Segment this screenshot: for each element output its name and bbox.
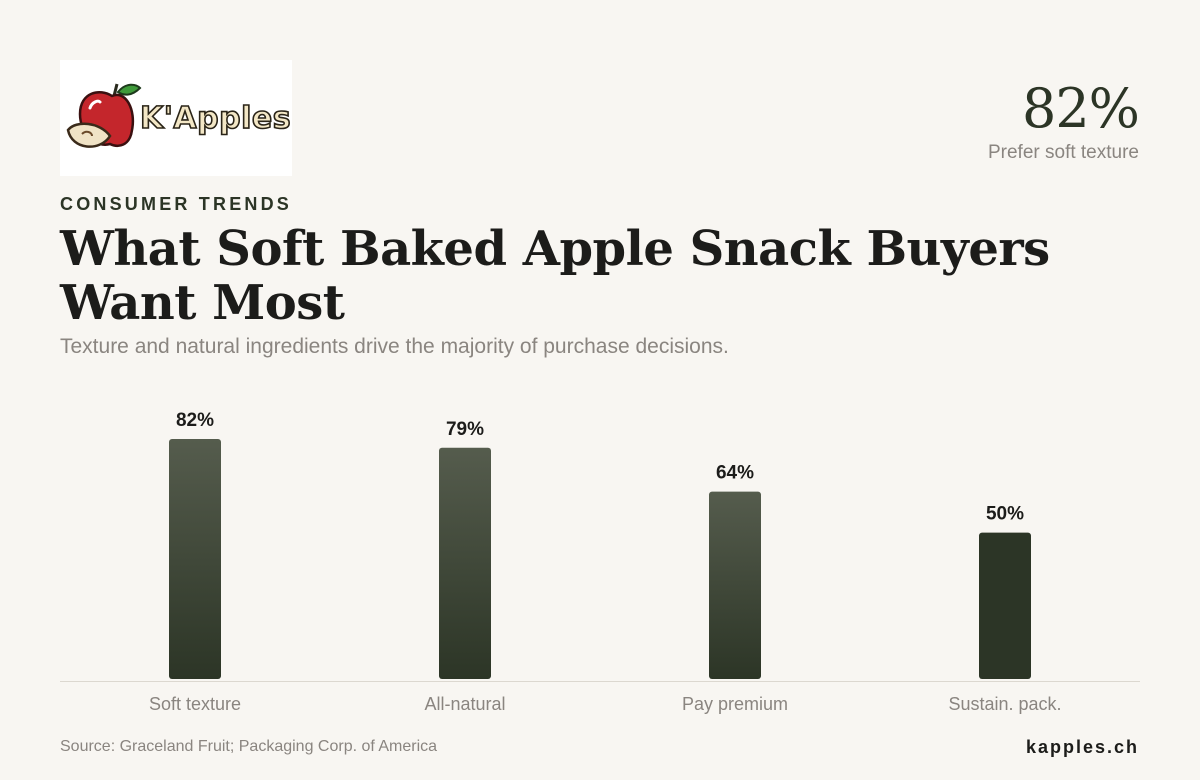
bar-pay-premium [709,491,761,679]
headline-stat-value: 82% [1021,77,1140,140]
bar-value-label: 50% [986,504,1024,525]
headline-stat: 82% Prefer soft texture [987,77,1140,164]
brand-logo: K'Apples [60,60,292,176]
bar-value-label: 82% [176,410,214,431]
category-label: All-natural [424,694,505,714]
logo-wordmark: K'Apples [140,101,291,136]
bar-sustain-pack [979,532,1031,679]
bar-chart: 82% Soft texture 79% All-natural 64% Pay prem… [60,410,1140,714]
source-note: Source: Graceland Fruit; Packaging Corp.… [60,738,438,755]
category-label: Soft texture [149,694,241,714]
headline-stat-label: Prefer soft texture [987,142,1139,163]
bar-value-label: 64% [716,463,754,484]
category-label: Sustain. pack. [948,694,1061,714]
eyebrow-label: CONSUMER TRENDS [60,194,293,214]
apple-logo-icon: K'Apples [66,83,291,148]
bar-all-natural [439,447,491,679]
category-label: Pay premium [682,694,788,714]
page-subtitle: Texture and natural ingredients drive th… [60,335,729,358]
page-title: What Soft Baked Apple Snack Buyers Want … [60,221,1050,331]
site-domain[interactable]: kapples.ch [1025,737,1139,757]
bar-value-label: 79% [446,419,484,440]
bar-soft-texture [169,439,221,679]
